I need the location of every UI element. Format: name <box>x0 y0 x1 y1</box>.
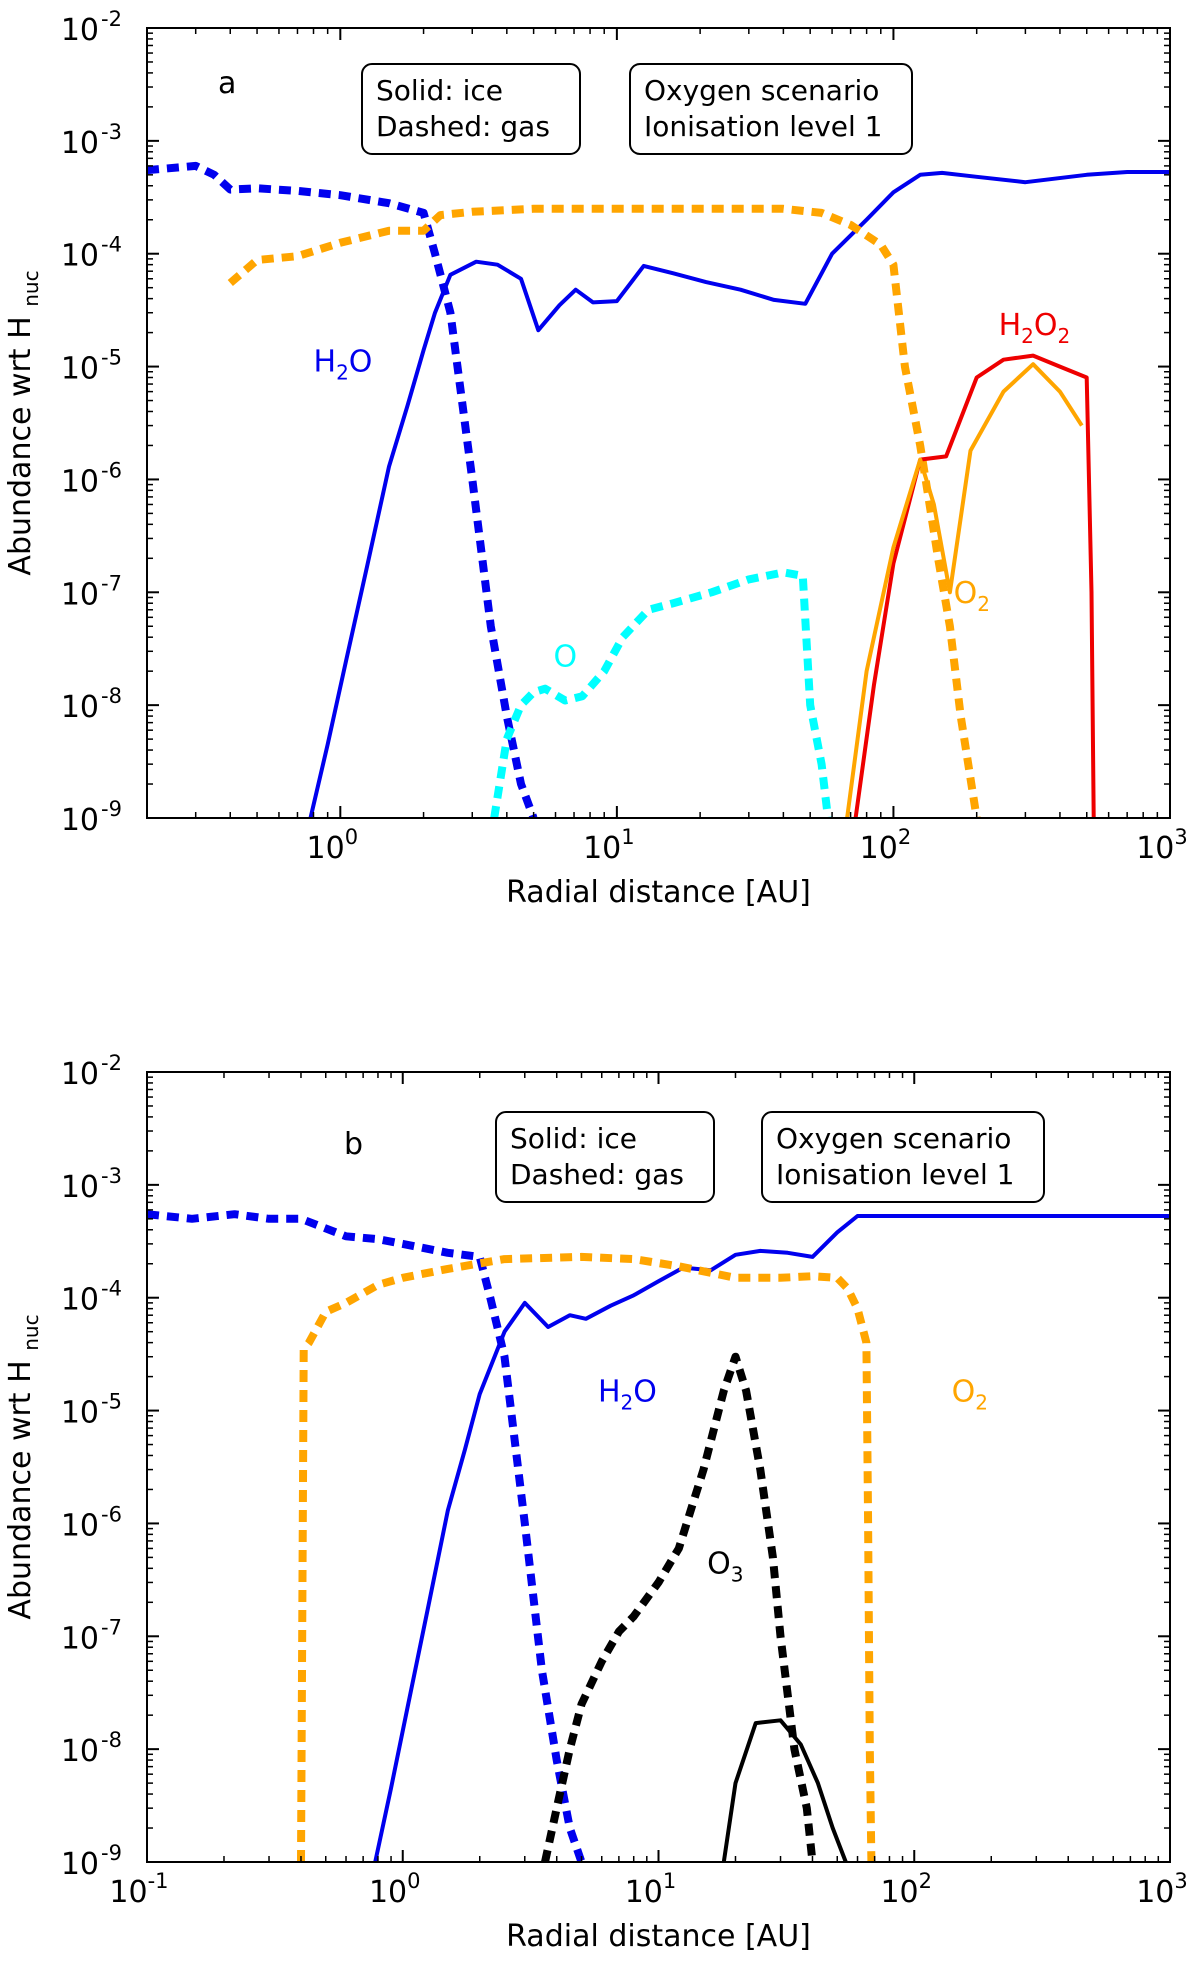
legend-box-line1: Solid: ice <box>510 1122 637 1155</box>
x-tick-label: 10-1 <box>109 1869 168 1910</box>
y-tick-exponent: -4 <box>101 1277 122 1301</box>
legend-box-frame <box>361 63 581 155</box>
x-tick-label: 102 <box>860 825 912 866</box>
y-tick-label: 10 <box>61 1847 99 1882</box>
y-tick-exponent: -6 <box>101 458 122 482</box>
x-tick-label: 100 <box>307 825 359 866</box>
y-tick-exponent: -4 <box>101 233 122 257</box>
y-tick-exponent: -5 <box>101 1390 122 1414</box>
y-tick-exponent: -3 <box>101 120 122 144</box>
series-o2-gas <box>297 1252 876 1862</box>
panel-label: a <box>218 66 236 101</box>
series-h2o2-ice <box>853 353 1096 818</box>
y-tick-exponent: -9 <box>101 1841 122 1865</box>
y-tick-exponent: -8 <box>101 684 122 708</box>
series-o-gas <box>490 568 832 818</box>
series-h2o-ice <box>308 170 1170 818</box>
legend-box-line2: Dashed: gas <box>376 110 550 143</box>
series-o2-ice <box>845 362 1084 818</box>
scenario-box-line2: Ionisation level 1 <box>776 1158 1015 1191</box>
panel-b: 10-1 100 101 102 10310-910-810-710-610-510-4… <box>3 1051 1188 1954</box>
scenario-box-line1: Oxygen scenario <box>644 74 879 107</box>
scenario-box-frame <box>629 63 913 155</box>
y-tick-label: 10 <box>61 1508 99 1543</box>
legend-box-line1: Solid: ice <box>376 74 503 107</box>
series-o2-gas <box>227 204 981 818</box>
y-tick-label: 10 <box>61 1396 99 1431</box>
species-label: O2 <box>954 576 990 616</box>
scenario-box-line2: Ionisation level 1 <box>644 110 883 143</box>
species-label: O2 <box>952 1375 988 1415</box>
x-tick-label: 101 <box>583 825 635 866</box>
y-tick-label: 10 <box>61 464 99 499</box>
y-tick-exponent: -2 <box>101 1051 122 1075</box>
series-group <box>147 161 1170 818</box>
x-tick-label: 102 <box>880 1869 932 1910</box>
y-axis-label: Abundance wrt H nuc <box>3 270 43 575</box>
series-h2o-ice <box>373 1214 1170 1862</box>
series-o3-gas <box>541 1352 817 1862</box>
y-tick-label: 10 <box>61 577 99 612</box>
y-tick-label: 10 <box>61 803 99 838</box>
y-tick-exponent: -9 <box>101 797 122 821</box>
y-tick-exponent: -6 <box>101 1502 122 1526</box>
panel-label: b <box>344 1127 363 1162</box>
y-tick-label: 10 <box>61 1170 99 1205</box>
y-tick-label: 10 <box>61 13 99 48</box>
y-tick-label: 10 <box>61 1283 99 1318</box>
species-label: O <box>553 639 577 674</box>
x-axis-label: Radial distance [AU] <box>506 1919 811 1954</box>
x-axis-label: Radial distance [AU] <box>506 875 811 910</box>
y-tick-label: 10 <box>61 126 99 161</box>
series-h2o-gas <box>147 1210 586 1862</box>
y-tick-label: 10 <box>61 352 99 387</box>
series-o3-ice <box>721 1718 848 1862</box>
x-tick-label: 103 <box>1136 1869 1188 1910</box>
y-tick-label: 10 <box>61 690 99 725</box>
y-tick-exponent: -3 <box>101 1164 122 1188</box>
y-tick-exponent: -7 <box>101 1615 122 1639</box>
legend-box-line2: Dashed: gas <box>510 1158 684 1191</box>
species-label: H2O <box>314 345 373 385</box>
series-group <box>147 1210 1170 1862</box>
y-tick-label: 10 <box>61 1734 99 1769</box>
y-tick-exponent: -7 <box>101 571 122 595</box>
scenario-box-line1: Oxygen scenario <box>776 1122 1011 1155</box>
scenario-box-frame <box>761 1111 1045 1203</box>
series-h2o-gas <box>147 161 538 818</box>
species-label: H2O <box>598 1375 657 1415</box>
y-tick-exponent: -5 <box>101 346 122 370</box>
panel-a: 100 101 102 10310-910-810-710-610-510-410-3… <box>3 7 1188 910</box>
species-label: H2O2 <box>999 308 1071 348</box>
y-axis-label: Abundance wrt H nuc <box>3 1314 43 1619</box>
species-label: O3 <box>707 1547 743 1587</box>
y-tick-exponent: -8 <box>101 1728 122 1752</box>
y-tick-label: 10 <box>61 239 99 274</box>
x-tick-label: 101 <box>625 1869 677 1910</box>
legend-box-frame <box>495 1111 715 1203</box>
plot-frame <box>146 27 1171 819</box>
y-tick-exponent: -2 <box>101 7 122 31</box>
y-tick-label: 10 <box>61 1621 99 1656</box>
y-tick-label: 10 <box>61 1057 99 1092</box>
x-tick-label: 103 <box>1136 825 1188 866</box>
x-tick-label: 100 <box>369 1869 421 1910</box>
